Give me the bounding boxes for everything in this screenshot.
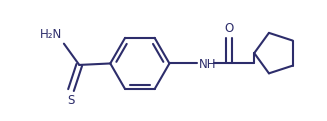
Text: H₂N: H₂N <box>40 28 62 41</box>
Text: NH: NH <box>198 58 216 71</box>
Text: O: O <box>225 22 234 35</box>
Text: S: S <box>67 94 75 107</box>
